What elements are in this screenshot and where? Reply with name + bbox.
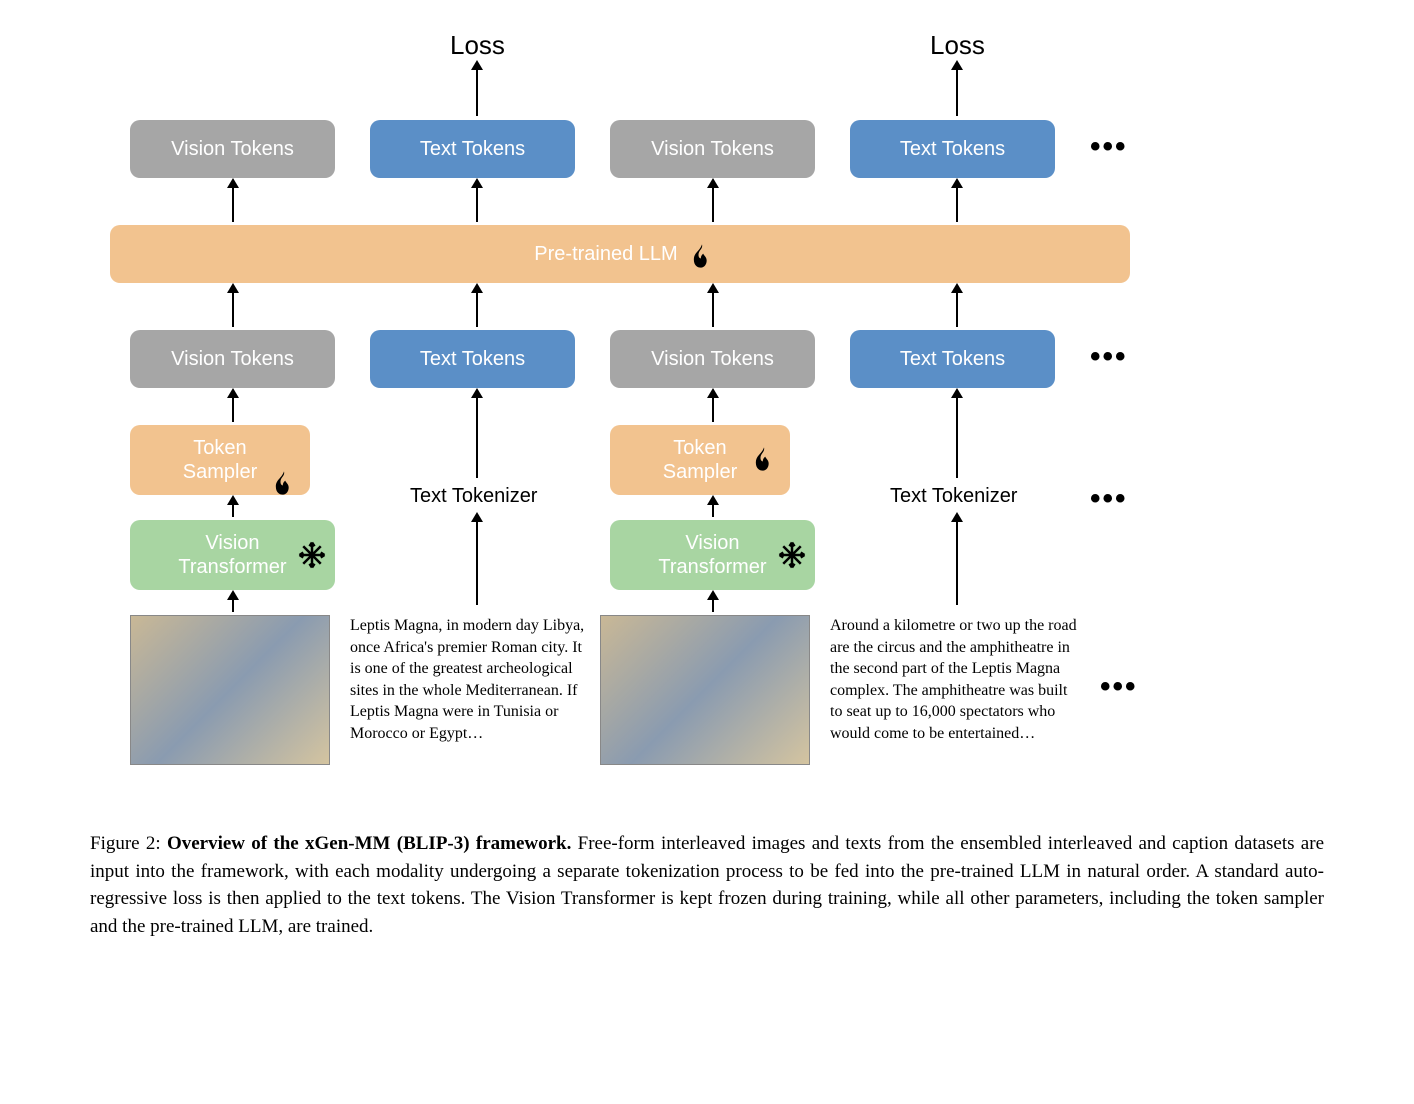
snowflake-icon — [297, 540, 327, 570]
caption-fignum: Figure 2: — [90, 833, 161, 854]
vision-tokens-box: Vision Tokens — [130, 330, 335, 388]
vision-transformer-box: Vision Transformer — [130, 520, 335, 590]
arrow — [232, 503, 234, 517]
input-text-1: Leptis Magna, in modern day Libya, once … — [350, 615, 585, 745]
text-tokens-box: Text Tokens — [370, 330, 575, 388]
llm-label: Pre-trained LLM — [534, 242, 677, 266]
arrow — [476, 186, 478, 222]
arrow — [232, 598, 234, 612]
token-sampler-box: Token Sampler — [610, 425, 790, 495]
ellipsis: ••• — [1090, 130, 1128, 164]
vision-transformer-box: Vision Transformer — [610, 520, 815, 590]
arrow — [956, 520, 958, 605]
token-sampler-label: Token Sampler — [183, 436, 257, 484]
text-tokens-box: Text Tokens — [850, 120, 1055, 178]
arrow — [956, 68, 958, 116]
input-image-2 — [600, 615, 810, 765]
ellipsis: ••• — [1090, 482, 1128, 516]
flame-icon — [750, 445, 778, 473]
architecture-diagram: Loss Loss Vision Tokens Text Tokens Visi… — [90, 30, 1324, 810]
figure-caption: Figure 2: Overview of the xGen-MM (BLIP-… — [90, 830, 1324, 940]
input-image-1 — [130, 615, 330, 765]
ellipsis: ••• — [1100, 670, 1138, 704]
token-sampler-label: Token Sampler — [663, 436, 737, 484]
vision-tokens-box: Vision Tokens — [610, 330, 815, 388]
text-tokens-box: Text Tokens — [370, 120, 575, 178]
vision-tokens-box: Vision Tokens — [610, 120, 815, 178]
arrow — [232, 186, 234, 222]
input-text-2: Around a kilometre or two up the road ar… — [830, 615, 1080, 745]
arrow — [712, 186, 714, 222]
arrow — [956, 291, 958, 327]
arrow — [712, 291, 714, 327]
arrow — [232, 291, 234, 327]
vision-tokens-box: Vision Tokens — [130, 120, 335, 178]
arrow — [712, 503, 714, 517]
arrow — [956, 186, 958, 222]
flame-icon — [688, 242, 716, 270]
arrow — [232, 396, 234, 422]
arrow — [712, 396, 714, 422]
arrow — [476, 520, 478, 605]
text-tokenizer-label: Text Tokenizer — [890, 485, 1017, 508]
caption-title: Overview of the xGen-MM (BLIP-3) framewo… — [167, 833, 571, 854]
loss-label-2: Loss — [930, 30, 985, 61]
text-tokenizer-label: Text Tokenizer — [410, 485, 537, 508]
ellipsis: ••• — [1090, 340, 1128, 374]
arrow — [956, 396, 958, 478]
loss-label-1: Loss — [450, 30, 505, 61]
arrow — [476, 68, 478, 116]
token-sampler-box: Token Sampler — [130, 425, 310, 495]
arrow — [476, 291, 478, 327]
snowflake-icon — [777, 540, 807, 570]
vision-transformer-label: Vision Transformer — [658, 531, 766, 579]
llm-box: Pre-trained LLM — [110, 225, 1130, 283]
arrow — [712, 598, 714, 612]
vision-transformer-label: Vision Transformer — [178, 531, 286, 579]
arrow — [476, 396, 478, 478]
text-tokens-box: Text Tokens — [850, 330, 1055, 388]
flame-icon — [270, 445, 298, 473]
